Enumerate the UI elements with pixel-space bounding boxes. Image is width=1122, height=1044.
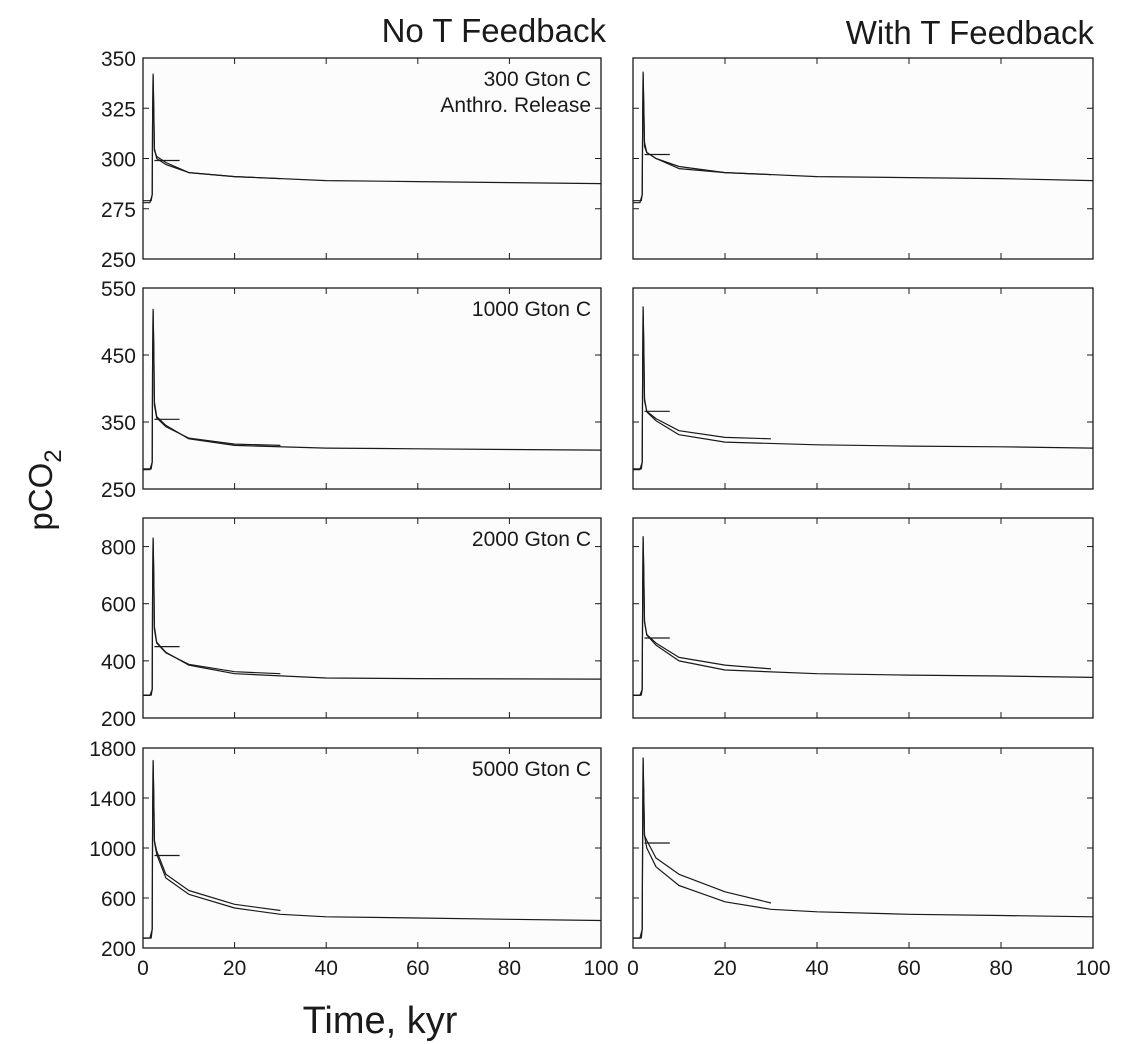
series-line-1 <box>143 761 281 939</box>
panel-0-0: 250 275 300 325 350 300 Gton C Anthro. Release <box>101 48 602 272</box>
series-line-1 <box>143 538 281 696</box>
y-tick-label: 200 <box>101 708 136 731</box>
y-axis-label-subscript: 2 <box>40 449 67 462</box>
y-tick-label: 275 <box>101 199 136 222</box>
y-tick-label: 1800 <box>89 738 136 761</box>
x-tick-label: 40 <box>805 957 828 980</box>
series-line-1 <box>633 758 772 939</box>
panel-frame <box>632 57 1094 260</box>
panel-1-1 <box>632 287 1094 490</box>
panel-frame <box>142 747 602 949</box>
y-tick-label: 600 <box>101 594 136 617</box>
y-tick-label: 1000 <box>89 838 136 861</box>
y-tick-label: 800 <box>101 537 136 560</box>
panel-annotation: 300 Gton C <box>484 68 591 91</box>
panel-frame <box>142 57 602 260</box>
y-axis-label-main: pCO <box>22 463 59 531</box>
x-tick-label: 60 <box>406 957 429 980</box>
panel-annotation: Anthro. Release <box>440 94 591 117</box>
panel-frame <box>142 287 602 490</box>
panel-frame <box>632 747 1094 949</box>
series-line-1 <box>633 537 772 696</box>
series-line-1 <box>633 73 772 204</box>
y-tick-label: 350 <box>101 48 136 71</box>
x-axis-label: Time, kyr <box>303 1000 458 1042</box>
panel-3-0: 200 600 1000 1400 1800 0 20 40 60 80 100 5000 Gton … <box>89 738 618 980</box>
y-tick-label: 550 <box>101 278 136 301</box>
series-line-1 <box>633 308 772 471</box>
y-tick-label: 600 <box>101 888 136 911</box>
x-tick-label: 20 <box>713 957 736 980</box>
y-tick-label: 325 <box>101 98 136 121</box>
y-tick-label: 350 <box>101 412 136 435</box>
y-tick-label: 400 <box>101 651 136 674</box>
y-tick-label: 300 <box>101 149 136 172</box>
y-tick-label: 250 <box>101 479 136 502</box>
panel-2-0: 200 400 600 800 2000 Gton C <box>101 517 602 731</box>
y-tick-label: 1400 <box>89 788 136 811</box>
x-tick-label: 0 <box>627 957 639 980</box>
series-line-1 <box>143 75 281 204</box>
x-tick-label: 0 <box>137 957 149 980</box>
panel-annotation: 2000 Gton C <box>472 528 591 551</box>
panel-3-1: 0 20 40 60 80 100 <box>627 747 1111 980</box>
panel-frame <box>142 517 602 719</box>
panel-0-1 <box>632 57 1094 260</box>
y-tick-label: 450 <box>101 345 136 368</box>
panel-2-1 <box>632 517 1094 719</box>
panels: 250 275 300 325 350 300 Gton C Anthro. Release… <box>89 48 1110 980</box>
panel-1-0: 250 350 450 550 1000 Gton C <box>101 278 602 502</box>
column-title-with-feedback: With T Feedback <box>846 14 1095 51</box>
panel-annotation: 5000 Gton C <box>472 758 591 781</box>
series-line-1 <box>143 310 281 471</box>
panel-frame <box>632 517 1094 719</box>
column-title-no-feedback: No T Feedback <box>382 12 607 49</box>
x-tick-label: 100 <box>1075 957 1110 980</box>
panel-annotation: 1000 Gton C <box>472 298 591 321</box>
y-axis-label: pCO2 <box>22 449 67 530</box>
x-tick-label: 100 <box>583 957 618 980</box>
x-tick-label: 40 <box>315 957 338 980</box>
panel-frame <box>632 287 1094 490</box>
y-tick-label: 200 <box>101 938 136 961</box>
x-tick-label: 60 <box>897 957 920 980</box>
y-tick-label: 250 <box>101 249 136 272</box>
x-tick-label: 20 <box>223 957 246 980</box>
x-tick-label: 80 <box>989 957 1012 980</box>
x-tick-label: 80 <box>498 957 521 980</box>
